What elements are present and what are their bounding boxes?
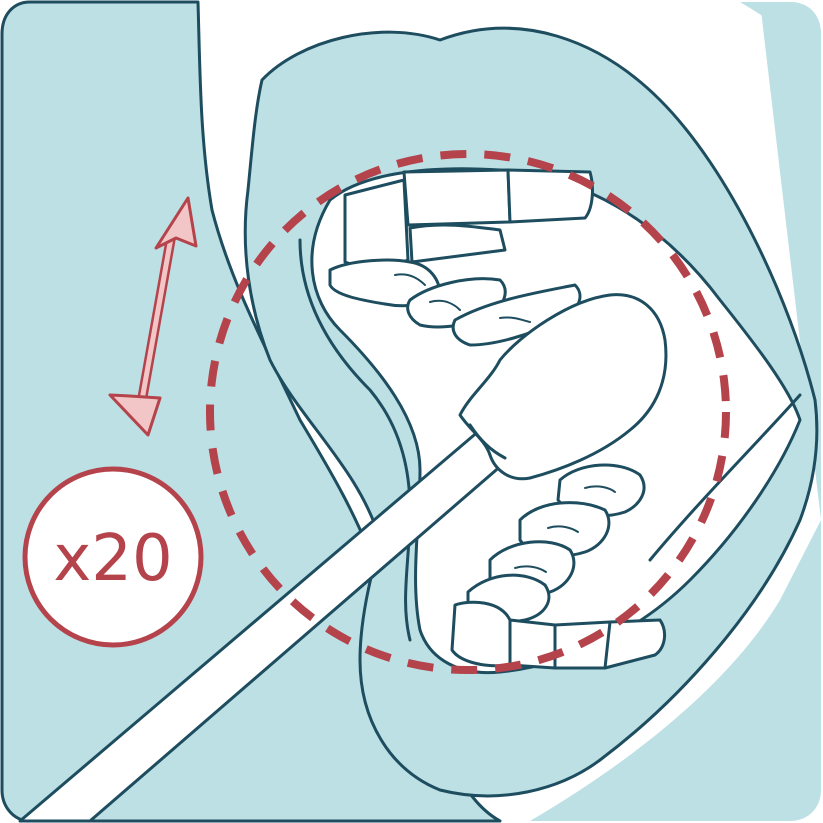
swab-icon	[458, 293, 668, 481]
face-right	[530, 2, 821, 821]
face-right-top	[740, 2, 821, 60]
repeat-count-label: x20	[53, 522, 172, 596]
dashed-circle-icon	[206, 150, 730, 674]
upper-teeth	[328, 168, 594, 347]
double-arrow-icon	[108, 196, 198, 437]
repeat-count-circle	[22, 466, 204, 648]
lower-tooth-details	[514, 485, 616, 573]
lower-jaw-line	[648, 393, 802, 562]
inner-cheek-fold	[298, 238, 412, 642]
tooth-details	[394, 273, 531, 323]
lower-teeth	[450, 463, 667, 670]
repeat-count-badge: x20	[22, 466, 204, 648]
